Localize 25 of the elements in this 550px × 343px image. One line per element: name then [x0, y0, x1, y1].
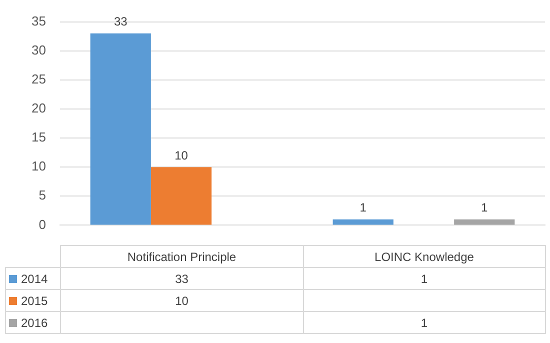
data-label: 10	[174, 148, 188, 162]
data-label: 33	[114, 14, 128, 29]
text: 1	[302, 311, 546, 334]
text: 33	[60, 267, 304, 290]
legend-label: 2016	[20, 316, 49, 330]
data-label: 1	[360, 200, 367, 215]
data-label: 1	[481, 200, 488, 215]
bar	[332, 219, 394, 225]
y-tick-label: 0	[38, 216, 46, 232]
text: 1	[302, 267, 546, 290]
y-tick-label: 35	[32, 13, 46, 28]
text: 10	[60, 289, 304, 312]
y-tick-label: 5	[38, 188, 46, 203]
y-tick-label: 15	[32, 130, 46, 145]
y-tick-label: 30	[32, 42, 46, 58]
x-tick-label: LOINC Knowledge	[302, 245, 546, 268]
bar	[90, 33, 151, 225]
bar	[150, 167, 212, 225]
y-tick-label: 20	[32, 100, 46, 116]
bar	[454, 219, 515, 225]
y-tick-label: 10	[32, 158, 46, 174]
legend-label: 2014	[20, 272, 49, 286]
y-tick-label: 25	[32, 71, 46, 86]
x-tick-label: Notification Principle	[60, 245, 304, 268]
legend-label: 2015	[20, 294, 49, 308]
